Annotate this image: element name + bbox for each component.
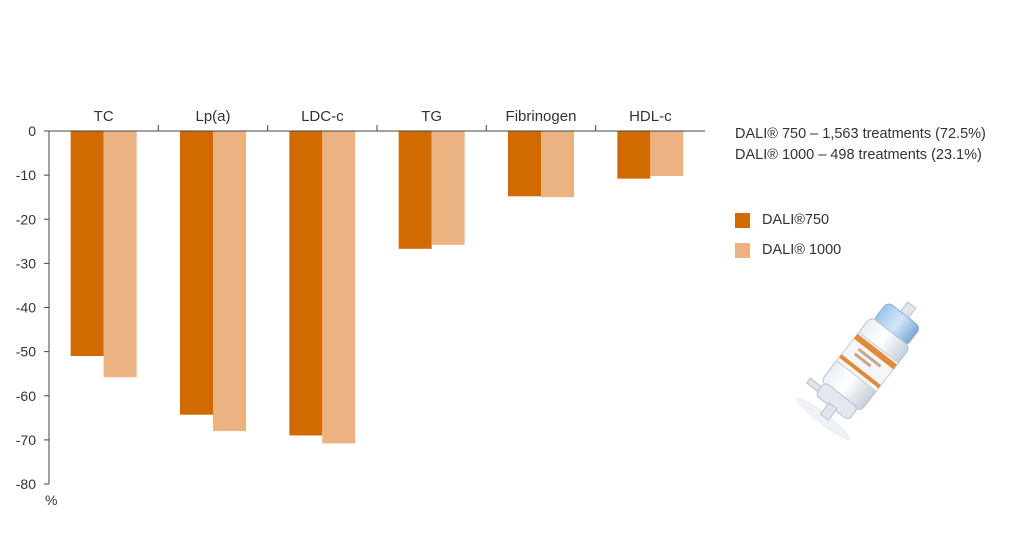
bar-dali-750-tg bbox=[398, 131, 432, 249]
treatment-note-dali-750: DALI® 750 – 1,563 treatments (72.5%) bbox=[735, 126, 986, 142]
legend-item-dali-1000: DALI® 1000 bbox=[735, 242, 841, 258]
legend-swatch-dali-1000 bbox=[735, 242, 750, 258]
y-tick-label: -80 bbox=[16, 476, 36, 492]
bar-dali-750-tc bbox=[70, 131, 104, 357]
bar-chart: 0 -10 -20 -30 -40 -50 -60 -70 -80% TC Lp(a) LDC-c TG… bbox=[16, 108, 705, 508]
y-tick-label: -50 bbox=[16, 344, 36, 360]
category-label-tc: TC bbox=[94, 108, 114, 125]
bar-dali-750-fibrinogen bbox=[508, 131, 541, 197]
y-tick-label: 0 bbox=[28, 123, 36, 139]
bar-dali-1000-tg bbox=[431, 131, 465, 245]
category-label-fibrinogen: Fibrinogen bbox=[506, 108, 577, 125]
bar-dali-1000-hdl-c bbox=[650, 131, 684, 177]
y-tick-label: -40 bbox=[16, 300, 36, 316]
bar-dali-750-ldc-c bbox=[289, 131, 323, 436]
bar-dali-750-lp-a- bbox=[180, 131, 213, 415]
legend-swatch-dali-750 bbox=[735, 212, 750, 228]
legend-label-dali-750: DALI®750 bbox=[762, 212, 830, 228]
bar-dali-1000-ldc-c bbox=[322, 131, 356, 444]
y-tick-label: -70 bbox=[16, 432, 36, 448]
y-tick-label: -20 bbox=[16, 211, 36, 227]
category-label-hdl-c: HDL-c bbox=[629, 108, 672, 125]
bar-dali-1000-tc bbox=[103, 131, 137, 378]
category-label-ldc-c: LDC-c bbox=[301, 108, 344, 125]
y-unit-label: % bbox=[45, 492, 57, 508]
y-tick-label: -60 bbox=[16, 388, 36, 404]
legend-item-dali-750: DALI®750 bbox=[735, 212, 829, 228]
dali-adsorber-device-image bbox=[796, 301, 920, 441]
category-label-tg: TG bbox=[421, 108, 442, 125]
y-tick-label: -30 bbox=[16, 255, 36, 271]
legend-label-dali-1000: DALI® 1000 bbox=[762, 242, 842, 258]
bar-dali-1000-fibrinogen bbox=[541, 131, 574, 198]
y-tick-label: -10 bbox=[16, 167, 36, 183]
bar-dali-1000-lp-a- bbox=[213, 131, 246, 432]
category-label-lp-a-: Lp(a) bbox=[195, 108, 230, 125]
bar-dali-750-hdl-c bbox=[617, 131, 651, 179]
treatment-note-dali-1000: DALI® 1000 – 498 treatments (23.1%) bbox=[735, 147, 982, 163]
